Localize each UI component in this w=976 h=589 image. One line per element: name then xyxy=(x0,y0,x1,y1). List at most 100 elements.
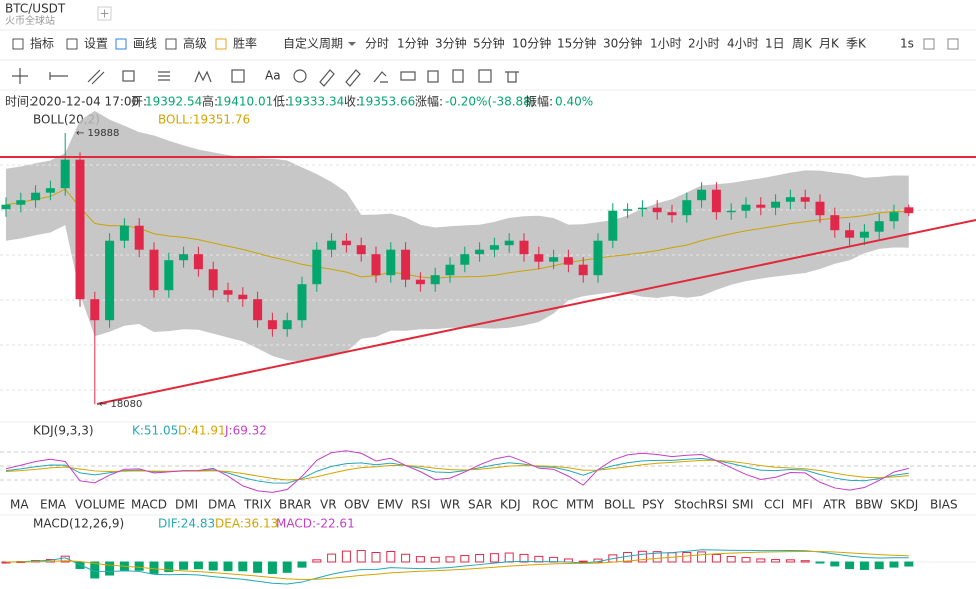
indicator-tab[interactable]: VR xyxy=(320,498,337,512)
measure-tool[interactable] xyxy=(231,69,245,83)
indicator-tab[interactable]: MTM xyxy=(566,498,594,512)
indicator-tab[interactable]: EMV xyxy=(377,498,404,512)
indicator-tab[interactable]: OBV xyxy=(344,498,370,512)
period[interactable]: 月K xyxy=(819,37,840,51)
toolbar-item[interactable]: 胜率 xyxy=(233,36,257,51)
candle-body xyxy=(119,225,129,241)
symbol: BTC/USDT xyxy=(5,2,66,16)
indicator-tab[interactable]: MFI xyxy=(792,498,813,512)
indicator-tab[interactable]: VOLUME xyxy=(75,498,125,512)
period[interactable]: 30分钟 xyxy=(603,36,642,51)
period[interactable]: 1分钟 xyxy=(397,36,429,51)
indicator-tab[interactable]: ATR xyxy=(823,498,846,512)
toolbar-icon[interactable] xyxy=(215,38,227,50)
toolbar-icon[interactable] xyxy=(12,38,24,50)
indicator-tab[interactable]: SAR xyxy=(468,498,492,512)
period[interactable]: 3分钟 xyxy=(435,36,467,51)
indicator-tab[interactable]: DMA xyxy=(208,498,237,512)
indicator-tab[interactable]: MACD xyxy=(131,498,167,512)
hide-tool[interactable] xyxy=(478,69,492,83)
period[interactable]: 2小时 xyxy=(688,37,720,51)
indicator-tab[interactable]: RSI xyxy=(411,498,431,512)
candle-body xyxy=(534,254,544,262)
period[interactable]: 10分钟 xyxy=(512,36,551,51)
candle-body xyxy=(830,215,840,231)
fullscreen-icon[interactable] xyxy=(923,38,935,50)
boll-value: BOLL:19351.76 xyxy=(158,113,250,127)
indicator-tab[interactable]: ROC xyxy=(532,498,558,512)
magnet-tool[interactable] xyxy=(293,69,307,83)
indicator-tab[interactable]: BIAS xyxy=(930,498,958,512)
candle-body xyxy=(193,254,203,270)
indicator-tab[interactable]: StochRSI xyxy=(674,498,727,512)
macd-bar xyxy=(889,561,899,568)
macd-bar xyxy=(371,552,381,563)
indicator-tab[interactable]: PSY xyxy=(642,498,665,512)
period[interactable]: 1日 xyxy=(765,37,785,51)
period[interactable]: 4小时 xyxy=(727,37,759,51)
macd-dea: DEA:36.13 xyxy=(215,517,278,531)
candle-body xyxy=(593,240,603,276)
indicator-tab[interactable]: DMI xyxy=(175,498,198,512)
shot-icon[interactable] xyxy=(947,38,959,50)
rect-tool[interactable] xyxy=(122,70,135,82)
add-tab[interactable] xyxy=(97,6,112,21)
lock-tool[interactable] xyxy=(427,70,439,83)
copy-tool[interactable] xyxy=(452,69,464,83)
channel-tool[interactable] xyxy=(87,69,105,85)
period[interactable]: 15分钟 xyxy=(557,36,596,51)
indicator-tab[interactable]: KDJ xyxy=(500,498,521,512)
toolbar-item[interactable]: 指标 xyxy=(30,36,54,51)
add-tab-icon[interactable]: + xyxy=(99,7,109,21)
indicator-tab[interactable]: EMA xyxy=(40,498,67,512)
hline-tool[interactable] xyxy=(49,72,68,80)
ruler-tool[interactable] xyxy=(345,69,361,87)
toolbar-icon[interactable] xyxy=(66,38,78,50)
candle-body xyxy=(75,159,85,300)
delete-tool[interactable] xyxy=(505,71,519,83)
indicator-tab[interactable]: WR xyxy=(440,498,460,512)
macd-bar xyxy=(711,553,721,563)
indicator-tab[interactable]: BBW xyxy=(855,498,883,512)
macd-bar xyxy=(578,560,588,563)
candle-body xyxy=(179,254,189,261)
macd-bar xyxy=(193,561,203,570)
toolbar-item[interactable]: 画线 xyxy=(133,37,157,51)
period[interactable]: 5分钟 xyxy=(473,36,505,51)
macd-bar xyxy=(356,549,366,563)
wave-tool[interactable] xyxy=(194,70,212,83)
fib-tool[interactable] xyxy=(158,71,170,81)
period[interactable]: 1小时 xyxy=(650,37,682,51)
candle-body xyxy=(800,197,810,202)
toolbar-icon[interactable] xyxy=(115,38,127,50)
max-label: ← 19888 xyxy=(76,128,119,139)
candle-body xyxy=(267,320,277,330)
macd-bar xyxy=(312,559,322,563)
candle-tool[interactable] xyxy=(400,71,416,81)
indicator-tab[interactable]: BRAR xyxy=(279,498,312,512)
pen-tool[interactable] xyxy=(373,71,388,83)
period[interactable]: 周K xyxy=(792,37,813,51)
candle-body xyxy=(682,200,692,216)
indicator-tab[interactable]: BOLL xyxy=(604,498,635,512)
indicator-tab[interactable]: SKDJ xyxy=(890,498,918,512)
indicator-tab[interactable]: MA xyxy=(10,498,29,512)
macd-bar xyxy=(267,561,277,574)
candle-body xyxy=(489,245,499,250)
indicator-tab[interactable]: SMI xyxy=(732,498,754,512)
candle-body xyxy=(697,189,707,201)
toolbar-item[interactable]: 高级 xyxy=(183,36,207,51)
indicator-tab[interactable]: CCI xyxy=(764,498,784,512)
custom-period[interactable]: 自定义周期 xyxy=(283,36,343,51)
period[interactable]: 季K xyxy=(846,37,867,51)
indicator-tab[interactable]: TRIX xyxy=(243,498,271,512)
macd-bar xyxy=(741,557,751,563)
period[interactable]: 分时 xyxy=(365,37,389,51)
candle-body xyxy=(475,249,485,255)
toolbar-icon[interactable] xyxy=(165,38,177,50)
toolbar-item[interactable]: 设置 xyxy=(84,37,108,51)
brush-tool[interactable] xyxy=(319,69,335,87)
crosshair-tool[interactable] xyxy=(12,68,28,84)
refresh[interactable]: 1s xyxy=(900,37,914,51)
text-tool[interactable]: Aa xyxy=(265,69,281,83)
